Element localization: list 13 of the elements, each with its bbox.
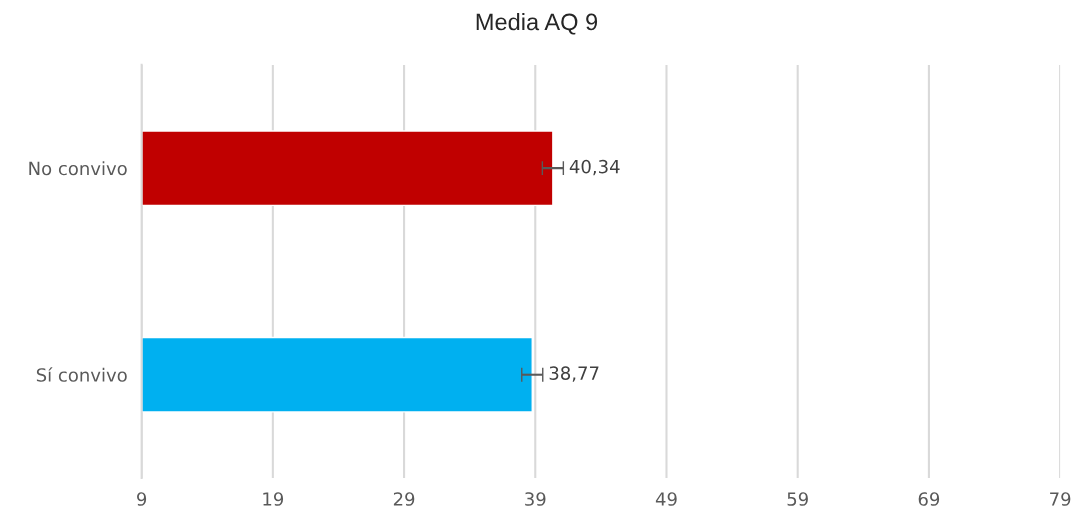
x-tick-label: 69 [918,492,940,506]
y-tick-label: Sí convivo [36,367,127,382]
x-tick-label: 59 [787,492,808,506]
data-label: 40,34 [569,159,620,176]
x-tick-label: 9 [137,492,147,506]
data-label: 38,77 [549,366,599,382]
x-tick-label: 49 [655,492,677,506]
y-tick-label: No convivo [29,161,127,176]
x-tick-label: 79 [1050,492,1071,506]
chart-title: Media AQ 9 [476,12,598,35]
x-tick-label: 19 [263,492,284,506]
x-tick-label: 39 [525,492,546,506]
x-tick-label: 29 [393,492,415,506]
